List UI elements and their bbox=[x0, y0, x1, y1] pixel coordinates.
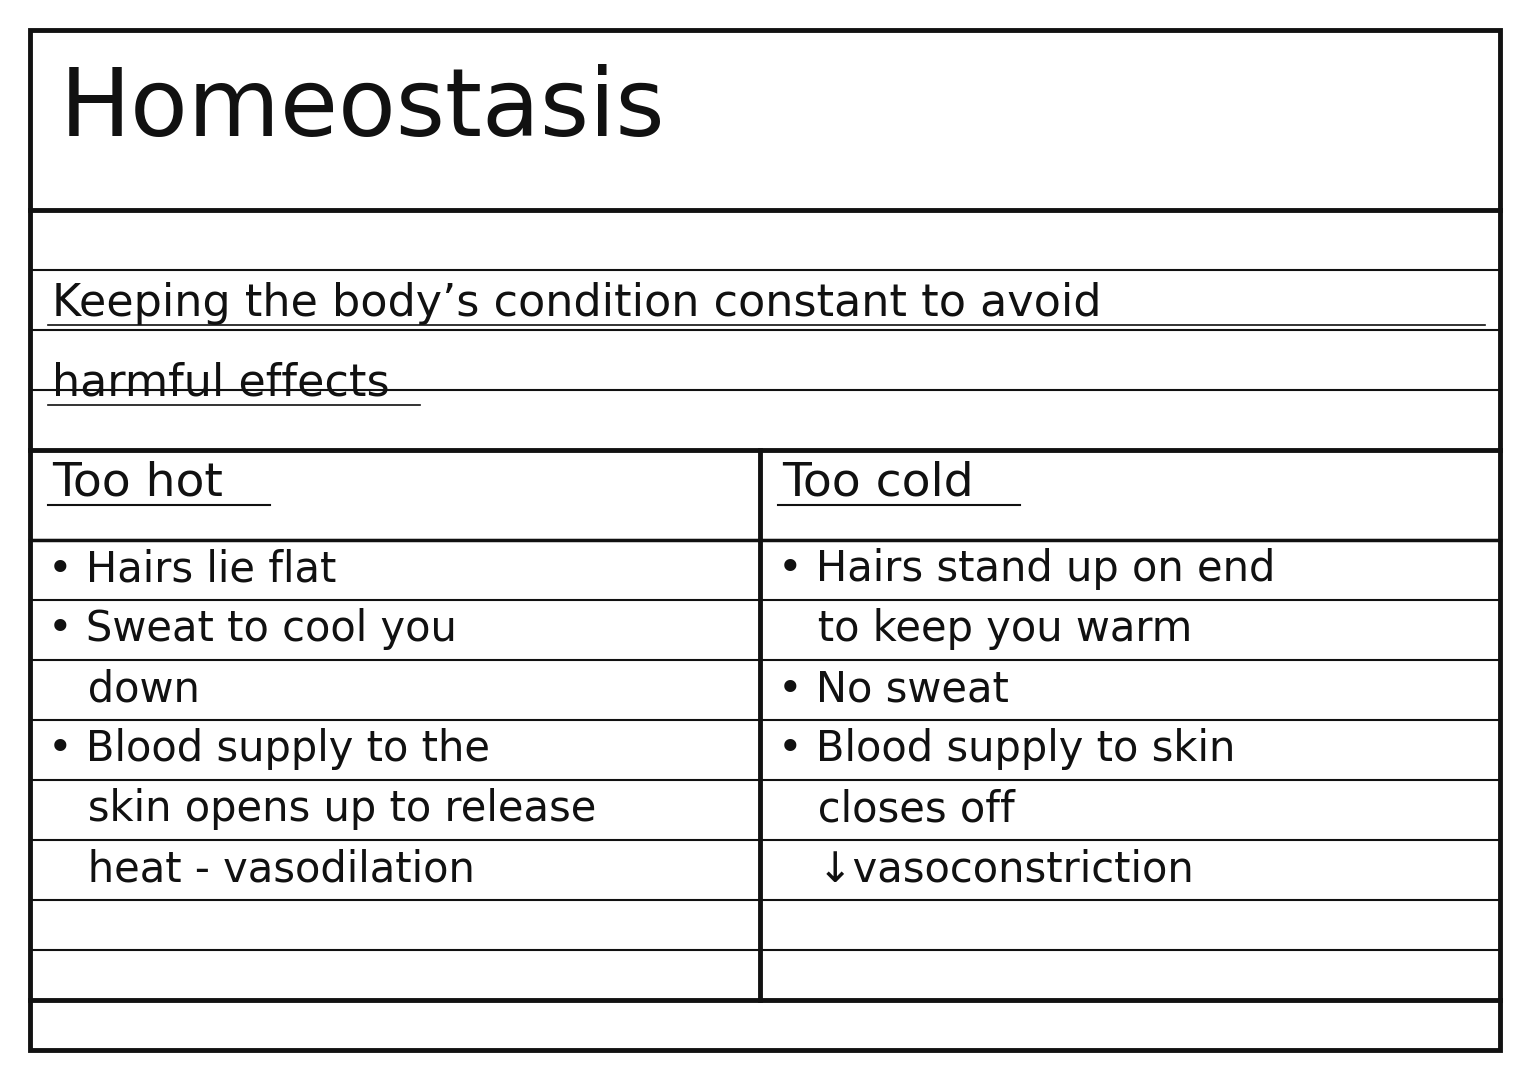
Text: harmful effects: harmful effects bbox=[52, 362, 389, 405]
Text: • Sweat to cool you: • Sweat to cool you bbox=[47, 608, 457, 650]
Text: Keeping the body’s condition constant to avoid: Keeping the body’s condition constant to… bbox=[52, 282, 1101, 325]
Text: skin opens up to release: skin opens up to release bbox=[47, 788, 597, 831]
Text: heat - vasodilation: heat - vasodilation bbox=[47, 848, 475, 890]
Text: • Hairs stand up on end: • Hairs stand up on end bbox=[777, 548, 1275, 590]
Text: • Hairs lie flat: • Hairs lie flat bbox=[47, 548, 336, 590]
Text: • Blood supply to skin: • Blood supply to skin bbox=[777, 728, 1235, 770]
Text: ↓vasoconstriction: ↓vasoconstriction bbox=[777, 848, 1194, 890]
Text: down: down bbox=[47, 669, 200, 710]
Text: • Blood supply to the: • Blood supply to the bbox=[47, 728, 490, 770]
Text: • No sweat: • No sweat bbox=[777, 669, 1009, 710]
Text: to keep you warm: to keep you warm bbox=[777, 608, 1193, 650]
Text: Too hot: Too hot bbox=[52, 460, 223, 505]
Text: Homeostasis: Homeostasis bbox=[60, 64, 666, 156]
Text: Too cold: Too cold bbox=[782, 460, 974, 505]
Text: closes off: closes off bbox=[777, 788, 1015, 831]
